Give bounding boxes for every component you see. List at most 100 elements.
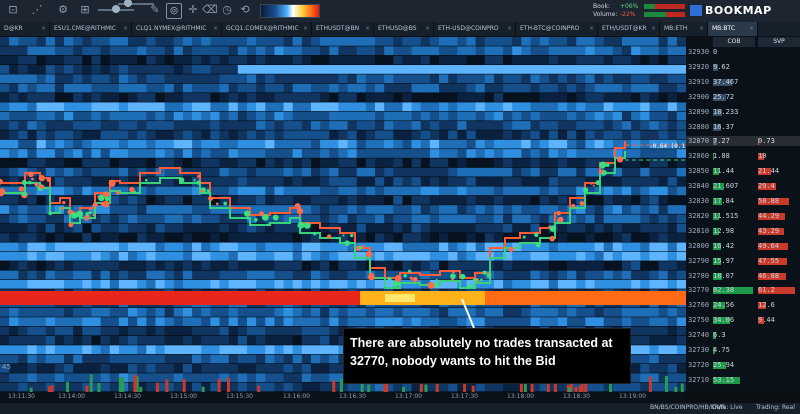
ladder-price[interactable]: 32870: [688, 137, 710, 146]
trade-dot: [358, 245, 363, 250]
contrast-slider[interactable]: [118, 0, 158, 10]
trade-dot: [296, 208, 304, 215]
close-icon[interactable]: ×: [424, 25, 430, 32]
ladder-svp-value: 10: [758, 152, 767, 161]
trade-dot: [48, 211, 53, 216]
trade-dot: [196, 174, 200, 178]
ladder-price[interactable]: 32930: [688, 48, 710, 56]
trade-dot: [102, 200, 110, 208]
bid-wall-hot-zone: [360, 291, 485, 305]
svp-bar: [758, 168, 771, 176]
trade-dot: [350, 233, 354, 238]
tab-instrument[interactable]: ETH/USDT@KR ×: [598, 22, 660, 36]
svp-bar: [758, 242, 788, 250]
zoom-slider[interactable]: [98, 4, 138, 16]
ladder-cob-value: 15.97: [713, 256, 735, 265]
tab-instrument[interactable]: MB:ETH ×: [660, 22, 708, 36]
trade-dot: [261, 213, 269, 221]
bookmap-logo-icon: [690, 5, 702, 16]
ladder-price[interactable]: 32810: [688, 226, 710, 235]
ladder-cob-value: 82.38: [713, 286, 735, 295]
trade-dot: [88, 211, 92, 215]
settings-icon[interactable]: ⚙: [58, 3, 68, 16]
lock-icon[interactable]: ⊚: [166, 3, 182, 19]
brush-icon[interactable]: ⊞: [80, 3, 90, 16]
trade-dot: [556, 210, 562, 216]
ladder-price[interactable]: 32880: [688, 122, 710, 131]
ladder-price[interactable]: 32850: [688, 167, 710, 176]
trade-dot: [71, 212, 78, 219]
ladder-price[interactable]: 32790: [688, 256, 710, 265]
close-icon[interactable]: ×: [122, 25, 128, 32]
volume-bar: [339, 378, 343, 392]
ladder-price[interactable]: 32740: [688, 331, 710, 340]
volume-bar: [201, 386, 205, 392]
ladder-price[interactable]: 32820: [688, 211, 710, 220]
annotation-text: There are absolutely no trades transacte…: [350, 336, 613, 368]
close-icon[interactable]: ×: [506, 25, 512, 32]
close-icon[interactable]: ×: [302, 25, 308, 32]
tab-instrument[interactable]: ETHUSD@BS ×: [374, 22, 434, 36]
trade-dot: [571, 203, 576, 208]
close-icon[interactable]: ×: [40, 25, 46, 32]
tab-instrument[interactable]: CLQ1.NYMEX@RITHMIC ×: [132, 22, 222, 36]
heatmap-cells: [0, 37, 686, 392]
trade-dot: [344, 240, 350, 246]
price-ladder[interactable]: [686, 37, 800, 392]
trade-dot: [178, 177, 185, 183]
trade-dot: [365, 251, 373, 258]
replay-icon[interactable]: ⟲: [240, 3, 250, 16]
ladder-svp-value: 61.2: [758, 286, 775, 295]
close-icon[interactable]: ×: [364, 25, 370, 32]
ladder-price[interactable]: 32760: [688, 301, 710, 310]
heatmap-palette[interactable]: [260, 4, 320, 18]
layout-icon[interactable]: ⊡: [8, 3, 18, 16]
ladder-price[interactable]: 32780: [688, 271, 710, 280]
ladder-price[interactable]: 32860: [688, 152, 710, 161]
tab-instrument[interactable]: GCQ1.COMEX@RITHMIC ×: [222, 22, 312, 36]
ladder-price[interactable]: 32890: [688, 107, 710, 116]
time-tick: 13:17:30: [451, 393, 478, 400]
cob-bar: [713, 332, 717, 340]
cob-bar: [713, 317, 731, 325]
tab-instrument[interactable]: ETH-USD@COINPRO ×: [434, 22, 516, 36]
timer-icon[interactable]: ◷: [222, 3, 232, 16]
volume-bar: [85, 385, 89, 392]
close-icon[interactable]: ×: [212, 25, 218, 32]
close-icon[interactable]: ×: [588, 25, 594, 32]
ladder-price[interactable]: 32720: [688, 360, 710, 369]
ladder-price[interactable]: 32900: [688, 92, 710, 101]
crosshair-icon[interactable]: ✛: [188, 3, 198, 16]
tab-instrument[interactable]: ETHUSDT@BN ×: [312, 22, 374, 36]
trade-dot: [108, 179, 116, 187]
ladder-price[interactable]: 32710: [688, 375, 710, 384]
ladder-price[interactable]: 32730: [688, 346, 710, 354]
ladder-price[interactable]: 32910: [688, 77, 710, 86]
close-icon[interactable]: ×: [650, 25, 656, 32]
close-icon[interactable]: ×: [748, 25, 754, 32]
volume-bar: [519, 383, 523, 392]
ladder-cob-value: 0: [713, 48, 718, 56]
book-value: +06%: [620, 3, 639, 10]
ladder-price[interactable]: 32770: [688, 286, 710, 295]
ladder-cob-value: 16.42: [713, 241, 735, 250]
tab-instrument[interactable]: ETH-BTC@COINPRO ×: [516, 22, 598, 36]
trade-dot: [244, 210, 251, 217]
tab-instrument[interactable]: ESU1.CME@RITHMIC ×: [50, 22, 132, 36]
bid-wall-peak: [385, 294, 415, 302]
tab-instrument[interactable]: D@KR ×: [0, 22, 50, 36]
tab-instrument-active[interactable]: MB:BTC ×: [708, 22, 758, 36]
ladder-price[interactable]: 32840: [688, 182, 710, 191]
share-icon[interactable]: ⋰: [31, 3, 43, 16]
pencil-icon[interactable]: ✎: [150, 3, 160, 16]
trade-dot: [193, 179, 196, 182]
close-icon[interactable]: ×: [698, 25, 704, 32]
ladder-price[interactable]: 32800: [688, 241, 710, 250]
ladder-price[interactable]: 32920: [688, 62, 710, 71]
eraser-icon[interactable]: ⌫: [202, 3, 218, 16]
trade-dot: [21, 191, 27, 197]
ladder-price[interactable]: 32750: [688, 316, 710, 325]
ladder-price[interactable]: 32830: [688, 197, 710, 205]
volume-bar: [257, 385, 261, 392]
cob-bar: [713, 272, 723, 280]
